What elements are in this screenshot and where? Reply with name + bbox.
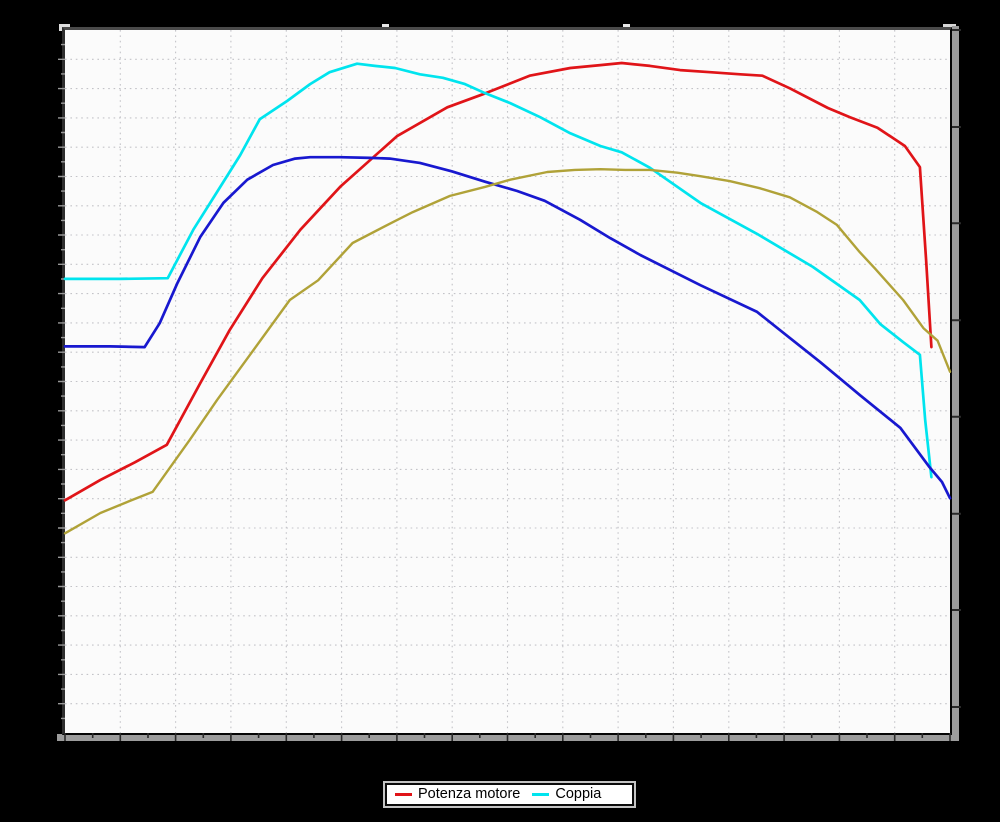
chart-svg (58, 29, 961, 741)
legend-swatch-potenza-motore (395, 793, 412, 796)
series-line-unlabeled-blue-curve (63, 155, 952, 500)
series-line-unlabeled-olive-curve (63, 167, 952, 535)
series-line-coppia (63, 62, 933, 479)
right-axis-ticks (952, 29, 961, 708)
legend-label: Potenza motore (418, 786, 521, 803)
series-line-potenza-motore (63, 61, 933, 502)
gridlines (65, 30, 950, 733)
bottom-axis-ticks (64, 733, 951, 741)
legend: Potenza motore Coppia (385, 783, 634, 806)
plot-frame-shadow-right (952, 26, 959, 741)
left-axis-ticks (58, 43, 65, 720)
legend-swatch-coppia (532, 793, 550, 796)
legend-label: Coppia (555, 786, 602, 803)
plot-area (58, 27, 961, 741)
